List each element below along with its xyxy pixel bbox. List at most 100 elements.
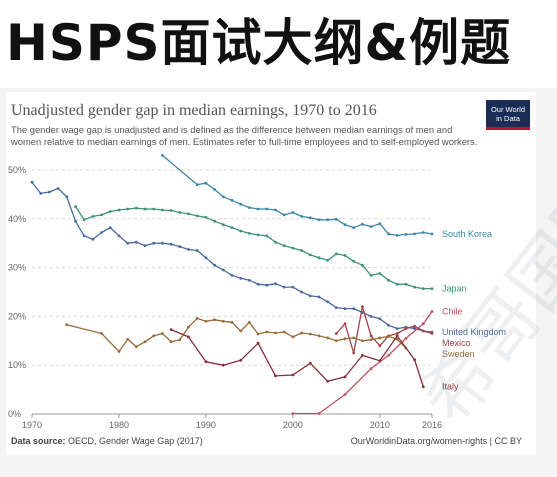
data-point [178,211,182,214]
series-label[interactable]: Chile [442,307,463,317]
data-point [334,252,338,256]
data-point [265,330,269,334]
data-point [134,206,138,210]
data-point [256,207,260,211]
x-tick-label: 2000 [283,420,303,430]
data-point [308,294,312,298]
data-point [326,258,330,262]
data-point [291,335,295,339]
data-point [352,351,356,355]
series-line-italy[interactable] [170,329,424,387]
data-point [230,226,234,229]
data-point [195,317,199,320]
data-point [221,319,225,323]
data-point [152,241,156,245]
series-label[interactable]: Mexico [442,338,471,348]
data-point [413,232,416,236]
data-point [352,226,356,229]
data-point [395,282,399,286]
data-point [352,307,356,310]
data-point [82,218,86,222]
data-point [74,205,77,208]
data-point [195,183,199,186]
grid: 0% 10% 20% 30% 40% 50% [8,165,432,419]
data-point [187,248,190,251]
data-point [256,282,260,286]
data-point [369,338,373,342]
x-tick-label: 1980 [109,420,129,430]
data-point [134,240,138,244]
data-point [300,249,303,252]
data-point [274,240,277,244]
data-point [291,246,295,250]
data-point [108,226,112,229]
data-point [108,210,112,213]
data-point [343,254,347,257]
data-point [178,245,182,248]
data-point [404,282,408,286]
series-line-sweden[interactable] [66,317,407,353]
line-chart: 0% 10% 20% 30% 40% 50% 1970 1980 1990 2000 2010 20… [8,154,506,430]
data-point [230,320,234,324]
data-point [395,337,399,341]
banner-title: HSPS面试大纲&例题 [6,14,512,72]
data-point [326,336,330,340]
data-point [74,219,77,223]
series-label[interactable]: Italy [442,382,459,392]
data-point [152,334,156,338]
data-point [430,310,434,313]
data-point [213,318,217,322]
data-point [326,379,330,383]
data-point [378,222,382,226]
data-point [265,283,269,287]
data-point [91,237,95,241]
series-line-japan[interactable] [74,206,433,290]
series-label[interactable]: South Korea [442,229,492,239]
data-point [248,206,251,209]
series-label[interactable]: Japan [442,284,467,294]
data-point [361,305,364,308]
y-tick-label: 30% [8,263,26,273]
data-point [334,332,338,335]
data-point [387,323,390,327]
chart-title: Unadjusted gender gap in median earnings… [11,102,377,119]
logo-line-2: in Data [496,114,520,123]
data-point [343,322,347,326]
series-label[interactable]: Sweden [442,349,475,359]
data-point [126,207,130,211]
y-tick-label: 50% [8,165,26,175]
data-point [39,192,43,195]
data-point [361,222,364,226]
series-line-mexico[interactable] [335,305,433,354]
data-point [317,334,321,338]
data-point [317,295,321,299]
data-point [161,241,164,245]
owid-logo[interactable]: Our World in Data [486,100,530,130]
data-point [378,317,382,321]
data-point [308,253,312,257]
data-point [91,215,95,218]
data-point [161,332,164,335]
data-source-label: Data source: [11,436,66,446]
series-label[interactable]: United Kingdom [442,327,506,337]
data-point [169,242,173,246]
series-line-south-korea[interactable] [161,154,433,237]
x-tick-label: 1990 [196,420,216,430]
data-point [282,330,286,334]
data-point [100,332,103,335]
data-point [326,218,330,222]
x-tick-label: 2010 [370,420,390,430]
data-point [204,256,208,260]
series-layer [30,154,434,415]
series-labels: South Korea Japan Chile United KingdomMexic… [442,229,506,392]
data-point [161,208,164,212]
chart-subtitle: The gender wage gap is unadjusted and is… [11,124,478,147]
series-line-united-kingdom[interactable] [31,181,433,333]
credit-link[interactable]: OurWorldinData.org/women-rights | CC BY [350,436,522,446]
data-point [161,154,164,157]
data-point [187,325,190,329]
data-point [213,219,217,223]
data-point [413,358,416,362]
data-point [126,337,130,341]
data-point [274,208,277,212]
